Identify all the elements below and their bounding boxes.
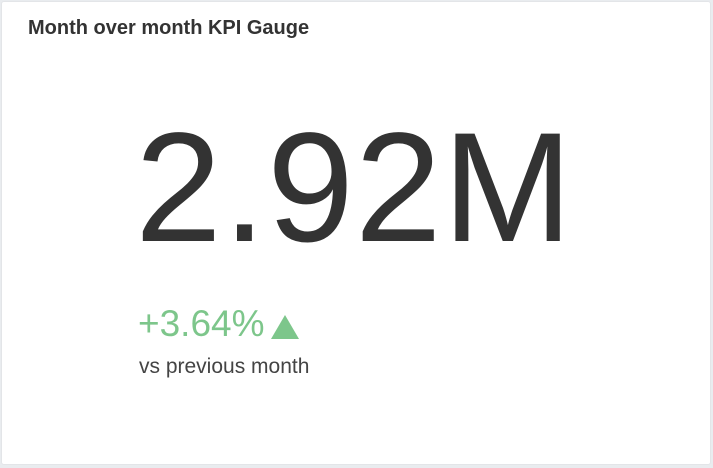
delta-value: +3.64% [138,303,265,344]
triangle-up-icon [270,314,299,339]
card-title: Month over month KPI Gauge [28,17,310,39]
comparison-label: vs previous month [139,355,310,378]
delta-row: +3.64% [138,305,299,342]
kpi-value: 2.92M [135,101,574,275]
